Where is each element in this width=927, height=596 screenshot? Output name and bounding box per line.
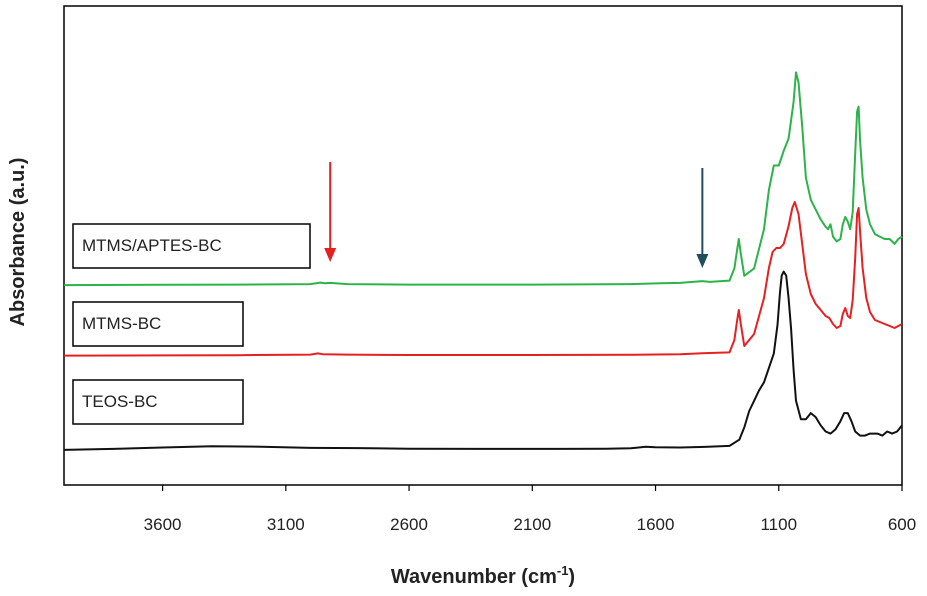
legend-label: TEOS-BC [82,392,158,411]
legend-box [72,301,244,347]
annotation-arrows [324,162,709,268]
x-tick-label: 1100 [760,515,797,534]
legend-box-mtms: MTMS-BC [72,301,244,347]
x-axis-title-superscript: -1 [557,563,569,578]
x-tick-label: 600 [888,515,916,534]
plot-frame [63,5,903,486]
series-line-teos-bc [63,270,903,451]
series-lines [63,71,903,451]
legend-box [72,379,244,425]
x-tick-label: 3600 [144,515,182,534]
legend-box-teos: TEOS-BC [72,379,244,425]
y-axis-title: Absorbance (a.u.) [7,158,29,327]
series-line-mtms-bc [63,201,903,357]
annotation-arrow [696,168,709,268]
x-tick-label: 3100 [267,515,305,534]
legend-box-mtms-aptes: MTMS/APTES-BC [72,223,311,269]
legend-label: MTMS-BC [82,314,161,333]
legend-box [72,223,311,269]
x-axis-ticks: 3600 3100 2600 2100 1600 1100 600 [144,485,916,534]
x-tick-label: 1600 [637,515,675,534]
x-axis-title: Wavenumber (cm-1) [391,563,575,588]
series-line-mtms-aptes-bc [63,71,903,287]
x-tick-label: 2100 [513,515,551,534]
annotation-arrow [324,162,337,262]
x-tick-label: 2600 [390,515,428,534]
legend-label: MTMS/APTES-BC [82,236,222,255]
